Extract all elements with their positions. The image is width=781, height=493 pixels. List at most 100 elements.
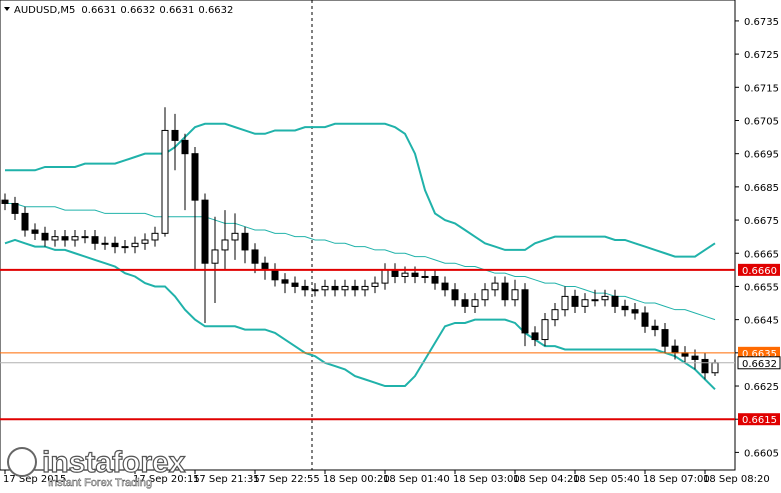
y-tick-label: 0.6735 bbox=[744, 17, 779, 28]
candle-body bbox=[581, 299, 589, 307]
level-label-bg bbox=[738, 413, 780, 426]
candle-body bbox=[181, 139, 189, 155]
candle-body bbox=[91, 236, 99, 244]
candle-body bbox=[271, 269, 279, 281]
candle-body bbox=[551, 309, 559, 321]
candle-body bbox=[41, 232, 49, 241]
candle-body bbox=[31, 229, 39, 234]
candle-body bbox=[51, 236, 59, 241]
candle-body bbox=[71, 236, 79, 241]
x-tick-label: 18 Sep 07:00 bbox=[643, 474, 710, 485]
candle-body bbox=[571, 295, 579, 307]
y-tick-label: 0.6685 bbox=[744, 183, 779, 194]
plot-area bbox=[0, 0, 736, 471]
candle-body bbox=[151, 232, 159, 241]
candle-body bbox=[621, 305, 629, 311]
level-label-bg bbox=[738, 263, 780, 276]
level-label: 0.6635 bbox=[742, 349, 777, 360]
candle-body bbox=[371, 282, 379, 287]
y-tick-label: 0.6715 bbox=[744, 83, 779, 94]
current-price-bg bbox=[737, 356, 781, 370]
level-label: 0.6660 bbox=[742, 266, 777, 277]
candle-body bbox=[451, 289, 459, 301]
candle-body bbox=[511, 289, 519, 301]
candle-body bbox=[231, 232, 239, 241]
x-tick-label: 17 Sep 22:55 bbox=[253, 474, 320, 485]
chart-title: AUDUSD,M5 bbox=[14, 5, 75, 16]
candle-body bbox=[251, 249, 259, 264]
candle-body bbox=[81, 236, 89, 239]
candle-body bbox=[541, 319, 549, 341]
candle-body bbox=[521, 289, 529, 334]
candle-body bbox=[351, 285, 359, 291]
candle-body bbox=[651, 325, 659, 331]
candle-body bbox=[641, 312, 649, 327]
candle-body bbox=[501, 282, 509, 301]
candle-body bbox=[601, 295, 609, 301]
y-tick-label: 0.6665 bbox=[744, 249, 779, 260]
x-tick-label: 18 Sep 04:20 bbox=[513, 474, 580, 485]
quote-value: 0.6631 bbox=[81, 5, 116, 16]
candle-body bbox=[161, 129, 169, 234]
candle-body bbox=[171, 129, 179, 141]
indicator-line bbox=[5, 122, 716, 258]
candle-body bbox=[131, 242, 139, 248]
candle-body bbox=[491, 282, 499, 291]
indicator-line bbox=[5, 202, 716, 321]
candle-body bbox=[421, 275, 429, 278]
candle-body bbox=[561, 295, 569, 311]
x-tick-label: 18 Sep 05:40 bbox=[573, 474, 640, 485]
y-tick-label: 0.6725 bbox=[744, 50, 779, 61]
candle-body bbox=[411, 272, 419, 277]
candle-body bbox=[661, 329, 669, 347]
candle-body bbox=[531, 332, 539, 341]
candle-body bbox=[691, 355, 699, 360]
candle-body bbox=[381, 269, 389, 284]
candle-body bbox=[441, 282, 449, 291]
x-tick-label: 18 Sep 08:20 bbox=[703, 474, 770, 485]
x-tick-label: 18 Sep 03:00 bbox=[453, 474, 520, 485]
candle-body bbox=[111, 242, 119, 248]
x-tick-label: 17 Sep 21:35 bbox=[193, 474, 260, 485]
candle-body bbox=[611, 295, 619, 307]
y-tick-label: 0.6675 bbox=[744, 216, 779, 227]
candle-body bbox=[361, 285, 369, 291]
y-tick-label: 0.6645 bbox=[744, 316, 779, 327]
candle-body bbox=[191, 153, 199, 201]
x-tick-label: 18 Sep 00:20 bbox=[323, 474, 390, 485]
candle-body bbox=[481, 289, 489, 301]
y-tick-label: 0.6625 bbox=[744, 382, 779, 393]
y-tick-label: 0.6695 bbox=[744, 150, 779, 161]
candle-body bbox=[241, 232, 249, 251]
quote-value: 0.6632 bbox=[198, 5, 233, 16]
candle-body bbox=[711, 362, 719, 374]
candle-body bbox=[631, 309, 639, 314]
watermark: instaforex Instant Forex Trading bbox=[7, 445, 186, 489]
candle-body bbox=[311, 289, 319, 292]
y-tick-label: 0.6605 bbox=[744, 448, 779, 459]
candle-body bbox=[21, 212, 29, 231]
candle-body bbox=[331, 285, 339, 291]
candle-body bbox=[1, 199, 9, 204]
x-tick-label: 17 Sep 2015 bbox=[3, 474, 66, 485]
candle-body bbox=[301, 285, 309, 291]
y-tick-label: 0.6655 bbox=[744, 282, 779, 293]
candle-body bbox=[11, 202, 19, 214]
menu-arrow bbox=[4, 7, 10, 11]
candle-body bbox=[431, 275, 439, 284]
x-tick-label: 17 Sep 20:15 bbox=[133, 474, 200, 485]
watermark-tagline: Instant Forex Trading bbox=[48, 477, 152, 489]
candle-body bbox=[321, 285, 329, 291]
candle-body bbox=[61, 236, 69, 241]
candle-body bbox=[671, 345, 679, 354]
candle-body bbox=[101, 242, 109, 245]
level-label-bg bbox=[738, 346, 780, 359]
quote-value: 0.6632 bbox=[120, 5, 155, 16]
candle-body bbox=[121, 246, 129, 249]
x-tick-label: 18 Sep 01:40 bbox=[383, 474, 450, 485]
candle-body bbox=[281, 279, 289, 284]
watermark-brand: instaforex bbox=[42, 446, 186, 479]
candle-body bbox=[201, 199, 209, 264]
quote-value: 0.6631 bbox=[159, 5, 194, 16]
